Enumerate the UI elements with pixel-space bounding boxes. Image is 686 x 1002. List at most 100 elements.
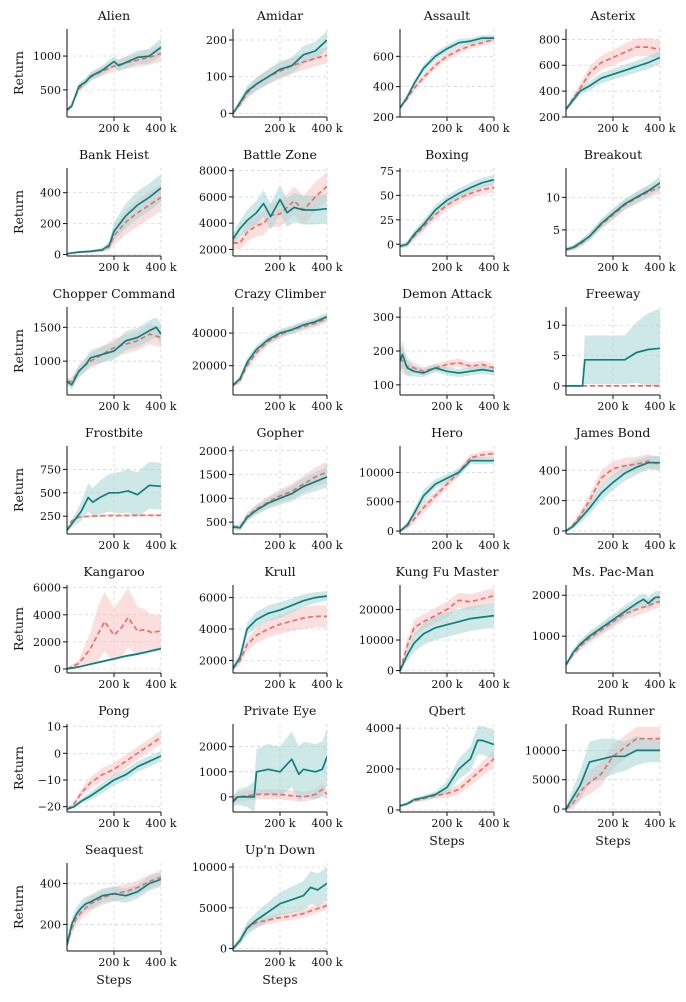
series-line-b bbox=[566, 46, 660, 110]
subplot-title: Bank Heist bbox=[79, 147, 149, 162]
series-band-b bbox=[566, 38, 660, 112]
series-band-a bbox=[67, 317, 161, 390]
x-tick-label: 400 k bbox=[644, 122, 675, 135]
series-line-a bbox=[67, 755, 161, 811]
y-tick-label: 6000 bbox=[199, 191, 227, 204]
y-tick-label: 0 bbox=[220, 107, 227, 120]
y-tick-label: 20000 bbox=[359, 603, 394, 616]
x-tick-label: 200 k bbox=[264, 956, 295, 969]
x-tick-label: 400 k bbox=[311, 956, 342, 969]
plot-area bbox=[566, 454, 660, 532]
series-line-a bbox=[566, 56, 660, 110]
x-tick-label: 400 k bbox=[478, 539, 509, 552]
x-tick-label: 400 k bbox=[644, 678, 675, 691]
plot-area bbox=[400, 340, 494, 378]
y-tick-label: 200 bbox=[40, 218, 61, 231]
x-tick-label: 400 k bbox=[478, 400, 509, 413]
subplot-title: Assault bbox=[423, 8, 470, 23]
series-line-a bbox=[566, 347, 660, 387]
series-line-a bbox=[67, 187, 161, 255]
x-tick-label: 200 k bbox=[431, 261, 462, 274]
series-line-a bbox=[233, 882, 327, 950]
subplot-title: Boxing bbox=[425, 147, 469, 162]
series-band-a bbox=[566, 735, 660, 811]
series-line-a bbox=[566, 461, 660, 532]
subplot-amidar: 200 k 400 k 0 100 200 Amidar bbox=[206, 8, 343, 135]
series-band-a bbox=[233, 591, 327, 671]
y-tick-label: 200 bbox=[373, 345, 394, 358]
y-tick-label: 20000 bbox=[192, 360, 227, 373]
y-tick-label: 1000 bbox=[33, 50, 61, 63]
y-tick-label: 400 bbox=[373, 81, 394, 94]
series-line-a bbox=[67, 46, 161, 111]
series-line-b bbox=[566, 600, 660, 666]
y-tick-label: 2000 bbox=[532, 589, 560, 602]
subplot-title: Amidar bbox=[256, 8, 303, 23]
subplot-frostbite: 200 k 400 k 250 500 750 Frostbite Return bbox=[11, 425, 177, 552]
y-tick-label: 4000 bbox=[366, 722, 394, 735]
y-tick-label: 4000 bbox=[199, 217, 227, 230]
y-tick-label: 4000 bbox=[33, 609, 61, 622]
y-tick-label: 300 bbox=[373, 311, 394, 324]
subplot-title: James Bond bbox=[574, 425, 651, 440]
x-tick-label: 400 k bbox=[311, 817, 342, 830]
subplot-title: Frostbite bbox=[85, 425, 143, 440]
plot-area bbox=[233, 171, 327, 250]
y-tick-label: 0 bbox=[387, 525, 394, 538]
y-tick-label: 75 bbox=[380, 165, 394, 178]
y-axis-label: Return bbox=[11, 746, 26, 790]
x-tick-label: 400 k bbox=[311, 261, 342, 274]
x-tick-label: 400 k bbox=[145, 400, 176, 413]
subplot-james-bond: 200 k 400 k 0 200 400 James Bond bbox=[539, 425, 676, 552]
x-tick-label: 200 k bbox=[98, 539, 129, 552]
subplot-title: Up'n Down bbox=[245, 842, 315, 857]
y-tick-label: 1000 bbox=[33, 355, 61, 368]
series-line-a bbox=[400, 459, 494, 532]
x-tick-label: 400 k bbox=[145, 956, 176, 969]
subplot-title: Road Runner bbox=[571, 703, 654, 718]
y-tick-label: 1000 bbox=[532, 630, 560, 643]
subplot-assault: 200 k 400 k 200 400 600 Assault bbox=[373, 8, 510, 135]
x-tick-label: 200 k bbox=[431, 678, 462, 691]
y-tick-label: 400 bbox=[539, 464, 560, 477]
series-band-b bbox=[566, 385, 660, 387]
series-line-b bbox=[400, 452, 494, 532]
y-tick-label: 0 bbox=[387, 804, 394, 817]
subplot-battle-zone: 200 k 400 k 2000 4000 6000 8000 Battle Zone bbox=[199, 147, 343, 274]
subplot-title: Asterix bbox=[590, 8, 636, 23]
series-band-a bbox=[566, 308, 660, 388]
plot-area bbox=[233, 591, 327, 671]
series-line-a bbox=[233, 316, 327, 386]
series-band-a bbox=[67, 461, 161, 533]
x-tick-label: 400 k bbox=[145, 817, 176, 830]
y-tick-label: 10 bbox=[546, 191, 560, 204]
subplot-title: Demon Attack bbox=[402, 286, 492, 301]
y-tick-label: 5000 bbox=[199, 902, 227, 915]
y-tick-label: 2000 bbox=[199, 243, 227, 256]
subplot-qbert: 200 k 400 k 0 2000 4000 Qbert Steps bbox=[366, 703, 510, 848]
y-tick-label: 5000 bbox=[532, 774, 560, 787]
y-tick-label: −10 bbox=[38, 774, 61, 787]
y-tick-label: 4000 bbox=[199, 623, 227, 636]
subplot-asterix: 200 k 400 k 200 400 600 800 Asterix bbox=[539, 8, 676, 135]
x-tick-label: 400 k bbox=[145, 261, 176, 274]
subplot-chopper-command: 200 k 400 k 1000 1500 Chopper Command Return bbox=[11, 286, 177, 413]
series-band-a bbox=[233, 729, 327, 812]
x-tick-label: 200 k bbox=[431, 539, 462, 552]
y-tick-label: 5000 bbox=[366, 496, 394, 509]
y-tick-label: 400 bbox=[40, 187, 61, 200]
series-band-b bbox=[67, 730, 161, 811]
x-tick-label: 200 k bbox=[597, 400, 628, 413]
y-tick-label: 200 bbox=[539, 495, 560, 508]
y-axis-label: Return bbox=[11, 885, 26, 929]
subplot-title: Crazy Climber bbox=[234, 286, 325, 301]
x-tick-label: 200 k bbox=[431, 400, 462, 413]
x-tick-label: 400 k bbox=[644, 817, 675, 830]
y-axis-label: Return bbox=[11, 190, 26, 234]
x-tick-label: 200 k bbox=[264, 817, 295, 830]
y-tick-label: 0 bbox=[54, 747, 61, 760]
plot-area bbox=[566, 591, 660, 667]
series-line-b bbox=[400, 594, 494, 671]
subplot-title: Alien bbox=[97, 8, 130, 23]
